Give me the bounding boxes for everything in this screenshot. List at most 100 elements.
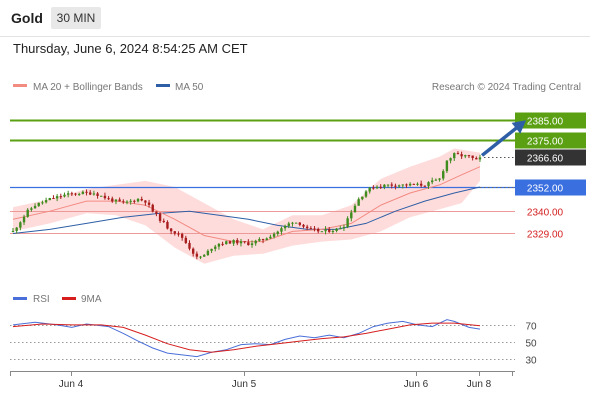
- candle-body: [221, 243, 224, 245]
- candle-body: [283, 225, 287, 229]
- candle-body: [350, 212, 353, 219]
- current-price-label: 2366.60: [527, 154, 564, 165]
- candle-body: [261, 239, 265, 241]
- candle-body: [464, 155, 467, 157]
- candle-body: [77, 193, 81, 195]
- ma20-legend-label: MA 20 + Bollinger Bands: [33, 82, 143, 93]
- candle-body: [419, 183, 423, 186]
- candle-body: [114, 199, 118, 202]
- candle-body: [180, 234, 184, 238]
- candle-body: [449, 158, 452, 161]
- candle-body: [397, 185, 401, 187]
- candlesticks: [11, 151, 482, 260]
- candle-body: [125, 201, 129, 203]
- rsi-tick-label: 70: [525, 322, 537, 333]
- candle-body: [19, 222, 22, 228]
- candle-body: [140, 198, 143, 201]
- candle-body: [96, 193, 99, 196]
- candle-body: [144, 200, 147, 203]
- rsi-legend-label: RSI: [33, 294, 50, 305]
- candle-body: [269, 236, 272, 239]
- candle-body: [210, 248, 213, 251]
- candle-body: [199, 256, 202, 258]
- ma50-legend-label: MA 50: [175, 82, 204, 93]
- candle-body: [405, 184, 408, 186]
- rsi-tick-label: 30: [525, 356, 537, 367]
- rsi-legend-swatch: [13, 297, 27, 300]
- candle-body: [184, 237, 188, 243]
- candle-body: [320, 231, 324, 233]
- candle-body: [386, 184, 390, 186]
- candle-body: [353, 205, 357, 213]
- candle-body: [335, 228, 338, 231]
- candle-body: [394, 185, 397, 187]
- candle-body: [302, 224, 305, 227]
- x-tick-label: Jun 8: [467, 379, 492, 390]
- candle-body: [401, 184, 404, 186]
- candle-body: [118, 199, 121, 202]
- candle-body: [188, 242, 191, 249]
- candle-body: [63, 194, 66, 197]
- candle-body: [383, 184, 386, 188]
- x-axis: Jun 4 Jun 5 Jun 6 Jun 8: [10, 371, 513, 390]
- ma20-legend-swatch: [13, 84, 27, 87]
- candle-body: [81, 191, 85, 194]
- candle-body: [471, 155, 474, 158]
- candle-body: [195, 253, 199, 257]
- candle-body: [346, 218, 349, 227]
- candle-body: [162, 220, 165, 222]
- candle-body: [41, 202, 44, 204]
- candle-body: [66, 193, 70, 195]
- candle-body: [206, 250, 210, 256]
- candle-body: [136, 198, 140, 202]
- candle-body: [169, 228, 173, 232]
- candle-body: [74, 193, 77, 195]
- candle-body: [239, 241, 243, 244]
- candle-body: [331, 230, 335, 232]
- candle-body: [364, 191, 368, 197]
- candle-body: [133, 200, 136, 202]
- candle-body: [232, 240, 235, 244]
- resistance-tag: [515, 132, 586, 149]
- timeframe-button[interactable]: 30 MIN: [51, 7, 101, 29]
- candle-body: [412, 183, 416, 185]
- rsi-legend: RSI 9MA: [13, 294, 102, 305]
- candle-body: [475, 157, 478, 160]
- candle-body: [173, 231, 176, 234]
- candle-body: [478, 157, 482, 160]
- candle-body: [438, 178, 441, 180]
- x-tick-label: Jun 4: [59, 379, 84, 390]
- candle-body: [166, 221, 169, 229]
- candle-body: [48, 197, 51, 201]
- candle-body: [339, 228, 342, 230]
- candle-body: [276, 231, 279, 234]
- candle-body: [456, 153, 460, 155]
- candle-body: [59, 196, 63, 198]
- pivot-tag: [515, 179, 586, 196]
- candle-body: [416, 183, 419, 185]
- candle-body: [158, 213, 162, 221]
- candle-body: [361, 196, 364, 200]
- rsi9-legend-label: 9MA: [81, 294, 102, 305]
- candle-body: [430, 180, 434, 183]
- candle-body: [254, 240, 257, 244]
- candle-body: [453, 153, 456, 159]
- ma50-legend-swatch: [156, 84, 170, 87]
- rsi-panel: 70 50 30: [10, 319, 537, 367]
- candle-body: [379, 186, 382, 188]
- rsi9-line: [12, 322, 481, 353]
- candle-body: [111, 198, 114, 202]
- candle-body: [30, 208, 33, 210]
- candle-body: [37, 202, 40, 206]
- candle-body: [390, 184, 393, 186]
- header-bar: Gold 30 MIN: [0, 0, 590, 36]
- candle-body: [225, 241, 228, 245]
- candle-body: [107, 198, 110, 200]
- candle-body: [247, 242, 250, 246]
- pivot-label: 2352.00: [527, 184, 564, 195]
- resistance-label: 2385.00: [527, 117, 564, 128]
- candle-body: [191, 248, 195, 254]
- candle-body: [155, 211, 158, 214]
